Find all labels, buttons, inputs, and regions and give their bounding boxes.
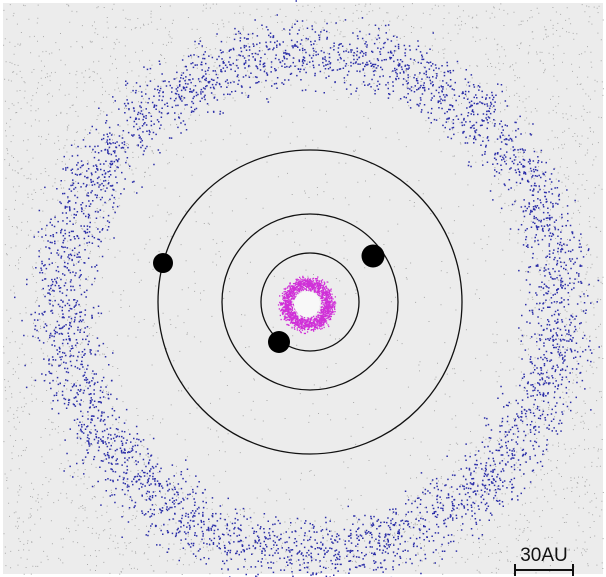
planet xyxy=(153,253,173,273)
page: 30AU (() => { const data = JSON.parse(do… xyxy=(0,0,606,577)
central-star-region xyxy=(294,291,320,317)
planet xyxy=(268,331,290,353)
planet xyxy=(362,245,385,268)
simulation-figure: 30AU xyxy=(0,0,606,577)
scale-label: 30AU xyxy=(520,545,568,566)
